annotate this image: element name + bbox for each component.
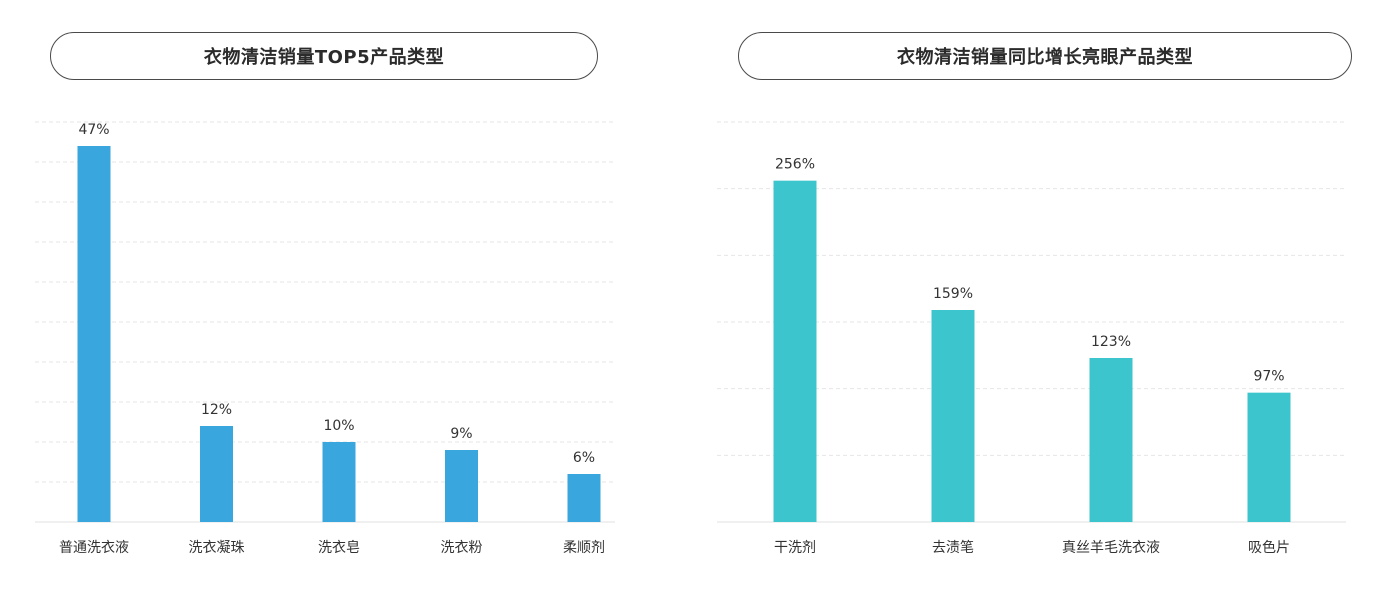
bar-chart-growth: 256% 干洗剂 159% 去渍笔 123% 真丝羊毛洗衣液 97% 吸色片 (717, 121, 1346, 556)
chart-title-growth: 衣物清洁销量同比增长亮眼产品类型 (738, 32, 1352, 80)
bar-chart-top5: 47% 普通洗衣液 12% 洗衣凝珠 10% 洗衣皂 9% 洗衣粉 6% 柔顺剂 (35, 121, 615, 556)
category-tick-label: 真丝羊毛洗衣液 (1062, 540, 1160, 556)
bar (931, 310, 975, 522)
bar (445, 450, 478, 522)
chart-panel-growth: 衣物清洁销量同比增长亮眼产品类型 256% 干洗剂 159% 去渍笔 123% 真丝羊毛洗… (700, 0, 1386, 604)
bar (567, 474, 601, 522)
category-tick-label: 干洗剂 (774, 540, 816, 556)
data-label: 47% (78, 122, 109, 138)
bar (322, 442, 356, 522)
category-tick-label: 洗衣粉 (441, 540, 483, 556)
data-label: 12% (201, 402, 232, 418)
category-tick-label: 洗衣凝珠 (189, 540, 245, 556)
bar (773, 180, 817, 522)
data-label: 10% (323, 418, 354, 434)
bar (1089, 358, 1133, 522)
data-label: 9% (450, 426, 472, 442)
data-label: 123% (1091, 334, 1131, 350)
data-label: 97% (1253, 369, 1284, 385)
chart-panel-top5: 衣物清洁销量TOP5产品类型 47% 普通洗衣液 12% 洗衣凝珠 10% 洗衣皂 9% 洗衣… (0, 0, 680, 604)
data-label: 159% (933, 286, 973, 302)
data-label: 256% (775, 157, 815, 173)
category-tick-label: 普通洗衣液 (59, 540, 129, 556)
bar (200, 426, 233, 522)
category-tick-label: 洗衣皂 (318, 540, 360, 556)
category-tick-label: 吸色片 (1248, 539, 1290, 556)
data-label: 6% (573, 450, 595, 466)
chart-title-top5: 衣物清洁销量TOP5产品类型 (50, 32, 598, 80)
bar (1247, 392, 1291, 522)
category-tick-label: 柔顺剂 (563, 540, 605, 556)
category-tick-label: 去渍笔 (932, 540, 974, 556)
bar (77, 146, 111, 522)
